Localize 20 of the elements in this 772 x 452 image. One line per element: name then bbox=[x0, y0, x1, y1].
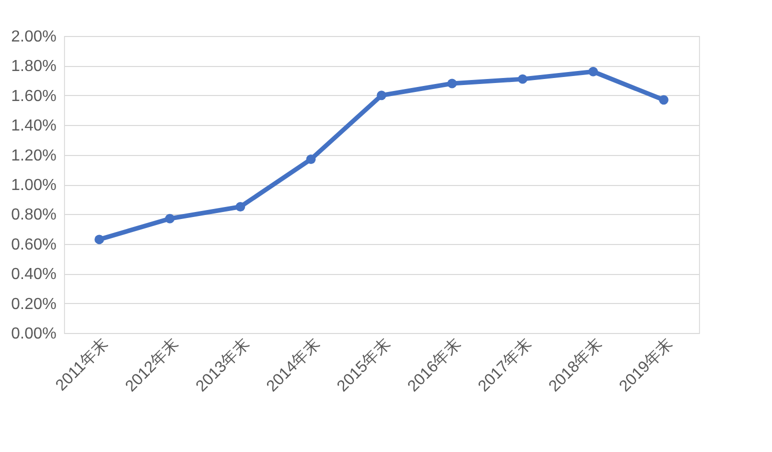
y-tick-label: 1.40% bbox=[11, 118, 56, 135]
y-tick-label: 0.60% bbox=[11, 236, 56, 254]
y-tick-label: 0.80% bbox=[11, 206, 56, 224]
y-tick-label: 1.00% bbox=[11, 177, 56, 194]
y-tick-label: 1.80% bbox=[11, 58, 56, 76]
point bbox=[588, 66, 598, 76]
point bbox=[658, 95, 668, 105]
point bbox=[306, 154, 316, 164]
point bbox=[165, 214, 175, 224]
point bbox=[447, 78, 457, 88]
y-tick-label: 0.20% bbox=[11, 296, 56, 313]
y-tick-label: 2.00% bbox=[11, 28, 56, 46]
y-tick-label: 0.40% bbox=[11, 266, 56, 284]
point bbox=[94, 234, 104, 244]
point bbox=[236, 202, 246, 212]
y-tick-label: 1.60% bbox=[11, 88, 56, 105]
point bbox=[518, 74, 528, 84]
y-tick-label: 0.00% bbox=[11, 326, 56, 342]
point bbox=[376, 90, 386, 100]
y-tick-label: 1.20% bbox=[11, 147, 56, 164]
